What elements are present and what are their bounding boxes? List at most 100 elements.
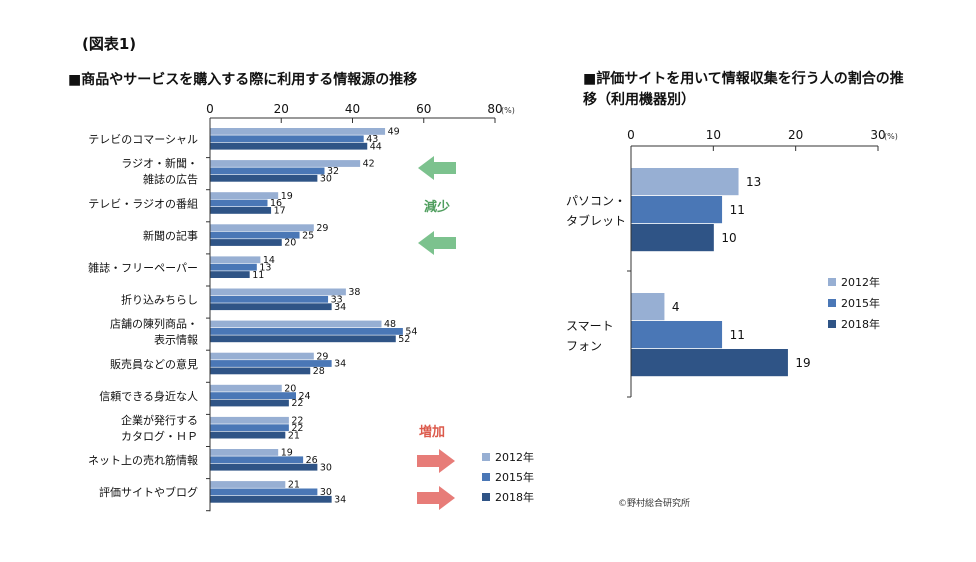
legend-label: 2015年 <box>495 470 534 484</box>
bar <box>631 293 665 321</box>
data-label: 28 <box>313 366 325 377</box>
bar <box>210 224 314 232</box>
bar <box>210 128 386 135</box>
increase-label: 増加 <box>419 424 445 440</box>
bar <box>210 303 332 311</box>
x-tick-label: 30 <box>870 128 885 142</box>
bar <box>210 384 282 392</box>
category-label: パソコン・ <box>566 194 626 208</box>
copyright-credit: ©野村総合研究所 <box>618 499 691 509</box>
category-label: 雑誌・フリーペーパー <box>88 261 198 275</box>
category-label: 折り込みちらし <box>121 293 198 307</box>
x-axis-unit: (%) <box>884 132 898 141</box>
data-label: 29 <box>316 223 328 234</box>
bar <box>631 321 723 349</box>
data-label: 30 <box>320 174 332 185</box>
x-tick-label: 0 <box>206 102 214 116</box>
bar <box>210 288 346 296</box>
increase-arrow-icon <box>417 486 455 510</box>
data-label: 4 <box>672 300 680 314</box>
bar <box>210 399 289 407</box>
data-label: 33 <box>331 295 343 306</box>
legend-swatch <box>828 299 836 307</box>
data-label: 48 <box>384 319 396 330</box>
data-label: 52 <box>398 334 410 345</box>
bar <box>210 392 296 399</box>
x-tick-label: 0 <box>627 128 635 142</box>
data-label: 19 <box>795 356 810 370</box>
data-label: 43 <box>366 134 378 145</box>
category-label: 評価サイトやブログ <box>99 485 198 499</box>
bar <box>210 360 332 367</box>
x-axis-unit: (%) <box>501 106 515 115</box>
bar <box>210 231 300 239</box>
bar <box>631 168 739 196</box>
bar <box>631 196 723 224</box>
decrease-arrow-icon <box>418 156 456 180</box>
category-label: テレビのコマーシャル <box>88 133 198 146</box>
data-label: 20 <box>284 383 296 394</box>
bar <box>210 456 304 464</box>
left-chart-title: ■商品やサービスを購入する際に利用する情報源の推移 <box>68 72 418 88</box>
data-label: 11 <box>252 270 264 281</box>
legend-swatch <box>828 320 836 328</box>
data-label: 29 <box>316 351 328 362</box>
legend-label: 2015年 <box>841 296 880 310</box>
data-label: 30 <box>320 487 332 498</box>
data-label: 49 <box>388 127 400 138</box>
legend-label: 2018年 <box>495 490 534 504</box>
category-label: スマート <box>566 319 614 333</box>
data-label: 22 <box>291 398 303 409</box>
bar <box>210 142 368 150</box>
bar <box>210 239 282 246</box>
bar <box>210 192 279 199</box>
legend-label: 2012年 <box>841 275 880 289</box>
data-label: 14 <box>263 255 275 266</box>
bar <box>210 488 318 496</box>
x-tick-label: 10 <box>706 128 721 142</box>
bar <box>210 463 318 471</box>
category-label: ラジオ・新聞・ <box>121 156 198 170</box>
legend-swatch <box>482 453 490 461</box>
data-label: 19 <box>281 191 293 202</box>
bar <box>210 449 279 456</box>
bar <box>210 295 329 303</box>
category-label: フォン <box>566 339 602 353</box>
data-label: 26 <box>306 455 318 466</box>
category-label: 信頼できる身近な人 <box>99 389 198 403</box>
increase-arrow-icon <box>417 449 455 473</box>
bar <box>210 328 403 335</box>
legend-swatch <box>828 278 836 286</box>
data-label: 16 <box>270 198 282 209</box>
category-label: タブレット <box>566 213 626 228</box>
x-tick-label: 60 <box>416 102 431 116</box>
data-label: 11 <box>730 203 745 217</box>
data-label: 17 <box>274 206 286 217</box>
category-label: 表示情報 <box>154 333 198 347</box>
decrease-label: 減少 <box>424 199 450 215</box>
category-label: ネット上の売れ筋情報 <box>88 453 198 467</box>
data-label: 21 <box>288 430 300 441</box>
data-label: 34 <box>334 495 346 506</box>
bar <box>631 224 714 252</box>
data-label: 42 <box>363 159 375 170</box>
bar <box>210 199 268 207</box>
data-label: 34 <box>334 302 346 313</box>
category-label: カタログ・ＨＰ <box>121 429 198 443</box>
data-label: 22 <box>291 416 303 427</box>
legend-swatch <box>482 473 490 481</box>
bar <box>210 431 286 439</box>
legend-label: 2018年 <box>841 317 880 331</box>
data-label: 22 <box>291 423 303 434</box>
data-label: 20 <box>284 238 296 249</box>
category-label: 店舗の陳列商品・ <box>110 317 198 331</box>
data-label: 24 <box>299 391 311 402</box>
data-label: 38 <box>348 287 360 298</box>
data-label: 25 <box>302 230 314 241</box>
category-label: 新聞の記事 <box>143 228 198 242</box>
x-tick-label: 40 <box>345 102 360 116</box>
bar <box>210 207 272 214</box>
bar <box>210 174 318 182</box>
category-label: テレビ・ラジオの番組 <box>88 197 198 210</box>
